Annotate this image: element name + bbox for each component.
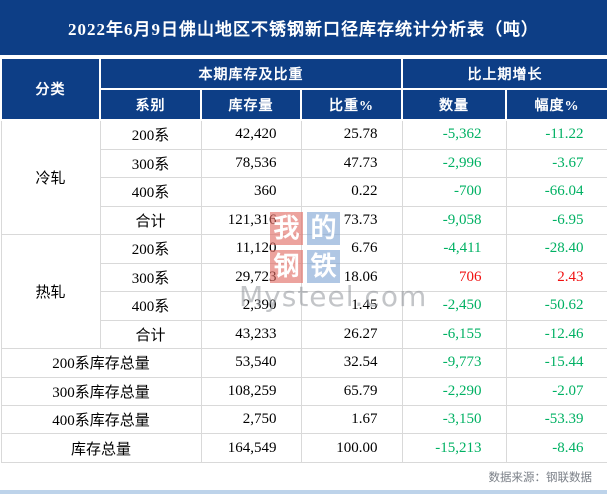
quantity-change-cell: -2,450 xyxy=(401,291,507,321)
total-label-cell: 400系库存总量 xyxy=(0,404,202,435)
header-current-group: 本期库存及比重 xyxy=(98,57,404,90)
inventory-cell: 164,549 xyxy=(200,433,302,463)
share-cell: 25.78 xyxy=(300,119,403,150)
header-change-group: 比上期增长 xyxy=(401,57,607,90)
quantity-change-cell: -9,058 xyxy=(401,205,507,236)
inventory-cell: 360 xyxy=(200,177,302,207)
table-row-grand-total: 库存总量 164,549 100.00 -15,213 -8.46 xyxy=(0,433,607,463)
inventory-cell: 2,750 xyxy=(200,404,302,435)
quantity-change-cell: -6,155 xyxy=(401,319,507,350)
total-label-cell: 300系库存总量 xyxy=(0,376,202,406)
share-cell: 0.22 xyxy=(300,177,403,207)
table-row-hot-400: 400系 2,390 1.45 -2,450 -50.62 xyxy=(1,291,607,321)
inventory-cell: 108,259 xyxy=(200,376,302,406)
inventory-cell: 2,390 xyxy=(200,291,302,321)
table-row-cold-300: 300系 78,536 47.73 -2,996 -3.67 xyxy=(1,148,607,179)
table-row-total-300: 300系库存总量 108,259 65.79 -2,290 -2.07 xyxy=(0,376,607,406)
series-cell: 合计 xyxy=(99,205,202,236)
quantity-change-cell: -9,773 xyxy=(401,348,507,378)
share-cell: 18.06 xyxy=(300,262,403,293)
inventory-cell: 121,316 xyxy=(200,205,302,236)
rate-change-cell: -53.39 xyxy=(505,404,607,435)
rate-change-cell: -12.46 xyxy=(505,319,607,350)
share-cell: 26.27 xyxy=(300,319,403,350)
inventory-cell: 11,120 xyxy=(200,234,302,264)
rate-change-cell: -6.95 xyxy=(505,205,607,236)
rate-change-cell: -50.62 xyxy=(505,291,607,321)
series-cell: 200系 xyxy=(99,119,202,150)
rate-change-cell: -28.40 xyxy=(505,234,607,264)
share-cell: 32.54 xyxy=(300,348,403,378)
header-share: 比重% xyxy=(299,88,404,121)
header-category: 分类 xyxy=(0,57,101,121)
total-label-cell: 200系库存总量 xyxy=(0,348,202,378)
category-cell-hot: 热轧 xyxy=(0,234,101,350)
table-row-hot-subtotal: 合计 43,233 26.27 -6,155 -12.46 xyxy=(1,319,607,350)
share-cell: 100.00 xyxy=(300,433,403,463)
quantity-change-cell: -4,411 xyxy=(401,234,507,264)
inventory-cell: 43,233 xyxy=(200,319,302,350)
share-cell: 47.73 xyxy=(300,148,403,179)
share-cell: 1.67 xyxy=(300,404,403,435)
series-cell: 300系 xyxy=(99,262,202,293)
header-group-row: 分类 本期库存及比重 比上期增长 xyxy=(0,57,607,121)
inventory-cell: 42,420 xyxy=(200,119,302,150)
inventory-cell: 29,723 xyxy=(200,262,302,293)
inventory-cell: 78,536 xyxy=(200,148,302,179)
share-cell: 1.45 xyxy=(300,291,403,321)
header-sub-row: 系别 库存量 比重% 数量 幅度% xyxy=(1,88,607,121)
rate-change-cell: 2.43 xyxy=(505,262,607,293)
rate-change-cell: -15.44 xyxy=(505,348,607,378)
series-cell: 400系 xyxy=(99,177,202,207)
series-cell: 300系 xyxy=(99,148,202,179)
quantity-change-cell: 706 xyxy=(401,262,507,293)
quantity-change-cell: -15,213 xyxy=(401,433,507,463)
series-cell: 400系 xyxy=(99,291,202,321)
series-cell: 合计 xyxy=(99,319,202,350)
table-row-cold-subtotal: 合计 121,316 73.73 -9,058 -6.95 xyxy=(1,205,607,236)
table-row-total-400: 400系库存总量 2,750 1.67 -3,150 -53.39 xyxy=(0,404,607,435)
rate-change-cell: -3.67 xyxy=(505,148,607,179)
header-series: 系别 xyxy=(99,88,202,121)
quantity-change-cell: -2,290 xyxy=(401,376,507,406)
table-row-cold-200: 冷轧 200系 42,420 25.78 -5,362 -11.22 xyxy=(0,119,607,236)
rate-change-cell: -11.22 xyxy=(505,119,607,150)
table-row-total-200: 200系库存总量 53,540 32.54 -9,773 -15.44 xyxy=(0,348,607,378)
table-row-hot-200: 热轧 200系 11,120 6.76 -4,411 -28.40 xyxy=(0,234,607,350)
quantity-change-cell: -2,996 xyxy=(401,148,507,179)
category-cell-cold: 冷轧 xyxy=(0,119,101,236)
quantity-change-cell: -5,362 xyxy=(401,119,507,150)
bottom-accent-strip xyxy=(0,490,607,494)
table-header: 分类 本期库存及比重 比上期增长 系别 库存量 比重% 数量 幅度% xyxy=(0,57,607,121)
header-rate: 幅度% xyxy=(505,88,607,121)
total-label-cell: 库存总量 xyxy=(0,433,202,463)
rate-change-cell: -2.07 xyxy=(505,376,607,406)
report-title: 2022年6月9日佛山地区不锈钢新口径库存统计分析表（吨） xyxy=(0,0,607,57)
quantity-change-cell: -3,150 xyxy=(401,404,507,435)
header-quantity: 数量 xyxy=(401,88,508,121)
table-row-cold-400: 400系 360 0.22 -700 -66.04 xyxy=(1,177,607,207)
share-cell: 65.79 xyxy=(300,376,403,406)
quantity-change-cell: -700 xyxy=(401,177,507,207)
inventory-table: 分类 本期库存及比重 比上期增长 系别 库存量 比重% 数量 幅度% 冷轧 20… xyxy=(0,57,607,463)
share-cell: 73.73 xyxy=(300,205,403,236)
series-cell: 200系 xyxy=(99,234,202,264)
rate-change-cell: -8.46 xyxy=(505,433,607,463)
share-cell: 6.76 xyxy=(300,234,403,264)
table-body: 冷轧 200系 42,420 25.78 -5,362 -11.22 300系 … xyxy=(0,119,607,463)
inventory-cell: 53,540 xyxy=(200,348,302,378)
header-inventory: 库存量 xyxy=(200,88,302,121)
data-source-note: 数据来源：钢联数据 xyxy=(0,463,607,490)
rate-change-cell: -66.04 xyxy=(505,177,607,207)
